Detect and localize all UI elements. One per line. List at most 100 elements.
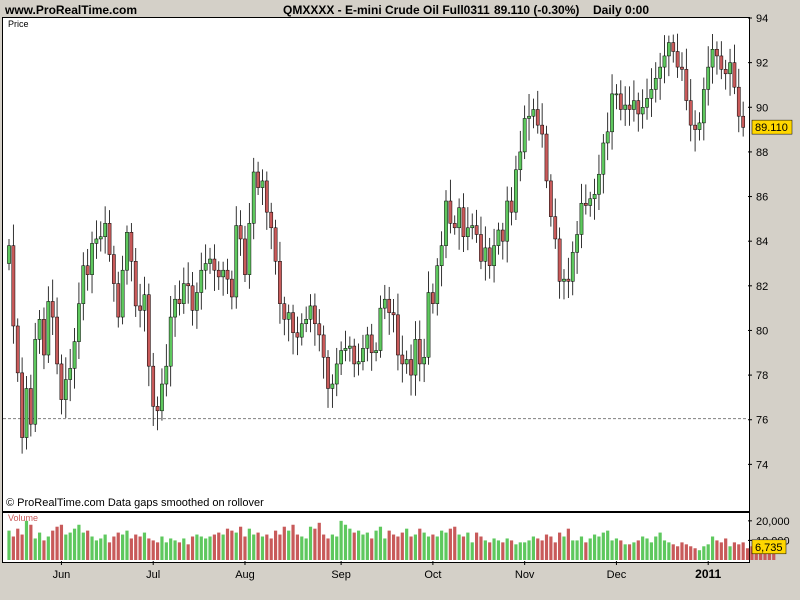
candle-body [527, 115, 531, 119]
candle-body [142, 294, 147, 311]
volume-bar [99, 538, 103, 560]
volume-bar [470, 542, 474, 560]
candle-body [103, 223, 107, 237]
candle-body [125, 232, 129, 271]
volume-bar [461, 536, 466, 560]
candle-body [544, 133, 549, 182]
candle-body [400, 354, 405, 365]
candle-body [107, 223, 112, 255]
candle-body [116, 283, 121, 318]
candle-body [435, 265, 440, 304]
candle-body [614, 93, 619, 96]
volume-bar [383, 538, 387, 560]
candle-body [680, 66, 684, 70]
volume-bar [335, 536, 339, 560]
candle-body [601, 142, 606, 175]
volume-bar [575, 540, 579, 560]
volume-bar [243, 536, 247, 560]
volume-bar [186, 544, 190, 560]
candle-body [439, 245, 444, 266]
volume-bar [190, 536, 195, 560]
volume-bar [649, 542, 653, 560]
volume-bar [230, 530, 234, 560]
volume-bar [689, 546, 693, 560]
candle-body [365, 334, 370, 349]
volume-bar [256, 532, 260, 560]
candle-body [378, 307, 383, 351]
volume-bar [728, 546, 732, 560]
date-tick-label: 2011 [695, 567, 721, 581]
candle-body [55, 316, 59, 365]
volume-bar [46, 536, 50, 560]
candle-body [94, 238, 99, 244]
candle-body [138, 305, 142, 311]
candle-body [509, 200, 514, 213]
volume-bar [667, 542, 671, 560]
candle-body [348, 345, 352, 349]
volume-bar [737, 544, 741, 560]
candle-body [632, 100, 636, 110]
candle-body [42, 319, 46, 356]
candle-body [11, 245, 16, 327]
volume-bar [273, 530, 278, 560]
candle-body [29, 388, 33, 425]
title-bar: www.ProRealTime.com QMXXXX - E-mini Crud… [0, 0, 800, 18]
candle-body [317, 323, 322, 336]
volume-bar [322, 534, 326, 560]
volume-bar [566, 528, 570, 560]
volume-bar [11, 536, 15, 560]
candle-body [361, 348, 365, 362]
candle-body [251, 171, 256, 224]
candle-body [90, 243, 94, 275]
volume-bar [204, 538, 208, 560]
candle-body [369, 334, 374, 354]
candle-body [63, 379, 68, 400]
candle-body [645, 98, 649, 108]
candle-body [186, 283, 191, 287]
volume-bar [20, 534, 24, 560]
volume-bar [479, 536, 483, 560]
price-tick-label: 80 [756, 325, 768, 337]
volume-bar [501, 542, 505, 560]
price-tick-label: 78 [756, 370, 768, 382]
date-tick-label: Aug [235, 569, 255, 581]
candle-body [483, 247, 488, 262]
candle-body [260, 180, 265, 188]
candle-body [518, 151, 523, 171]
candle-body [68, 368, 73, 380]
candle-body [77, 303, 81, 342]
candle-body [164, 365, 169, 385]
price-tick-label: 84 [756, 236, 768, 248]
candle-body [313, 305, 317, 325]
volume-bar [466, 532, 470, 560]
volume-bar [453, 526, 457, 560]
volume-bar [400, 532, 404, 560]
volume-bar [42, 540, 46, 560]
volume-bar [562, 536, 566, 560]
candle-body [426, 292, 431, 358]
volume-tick-label: 20,000 [756, 516, 790, 528]
volume-bar [549, 536, 553, 560]
date-tick-label: Jun [53, 569, 71, 581]
candle-body [160, 383, 164, 412]
candle-body [667, 42, 671, 57]
candle-body [112, 254, 116, 284]
volume-bar [474, 532, 479, 560]
volume-bar [571, 540, 575, 560]
volume-bar [763, 548, 767, 560]
volume-bar [182, 538, 186, 560]
volume-bar [509, 540, 514, 560]
candle-body [330, 383, 335, 389]
volume-bar [55, 526, 59, 560]
volume-bar [588, 538, 592, 560]
candle-body [719, 55, 724, 70]
volume-bar [741, 542, 745, 560]
candle-body [155, 406, 160, 412]
candle-body [448, 200, 453, 224]
volume-bar [745, 548, 750, 560]
candle-body [195, 292, 199, 311]
volume-bar [217, 532, 221, 560]
candle-body [457, 207, 461, 229]
date-x-axis: Jun Jul Aug Sep Oct Nov Dec 2011 [53, 561, 722, 581]
volume-bar [387, 530, 391, 560]
